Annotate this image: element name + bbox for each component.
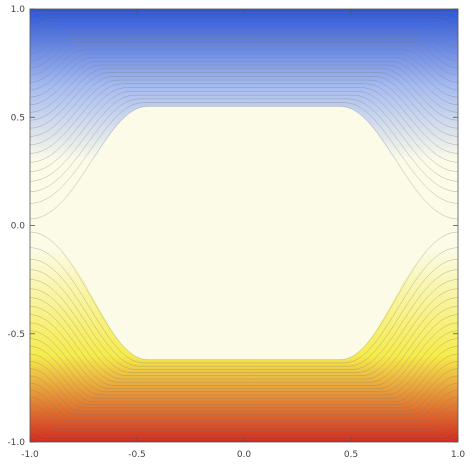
contour-line (30, 410, 458, 428)
contour-line (30, 382, 458, 415)
contour-line (30, 42, 458, 69)
contour-line (30, 322, 458, 389)
x-tick-label: -1.0 (21, 450, 39, 460)
center-plateau (30, 106, 458, 360)
contour-line (30, 87, 458, 163)
contour-line (30, 94, 458, 182)
contour-line (30, 389, 458, 418)
contour-line (30, 314, 458, 386)
contour-line (30, 424, 458, 434)
contour-line (30, 259, 458, 367)
contour-line (30, 396, 458, 421)
contour-line (30, 338, 458, 396)
y-tick-label: 1.0 (11, 5, 26, 15)
contour-line (30, 375, 458, 412)
contour-line (30, 403, 458, 425)
contour-line (30, 83, 458, 154)
x-tick-label: 1.0 (451, 450, 466, 460)
y-tick-label: -1.0 (7, 438, 25, 448)
contour-line (30, 106, 458, 220)
contour-line (30, 430, 458, 437)
y-tick-label: 0.0 (11, 222, 26, 232)
contour-line (30, 64, 458, 113)
contour-line (30, 346, 458, 399)
x-tick-label: 0.0 (237, 450, 252, 460)
y-tick-label: -0.5 (7, 330, 25, 340)
contour-line (30, 60, 458, 105)
contour-line (30, 98, 458, 192)
x-axis: -1.0 -0.5 0.0 0.5 1.0 (21, 9, 465, 460)
contour-line (30, 279, 458, 373)
contour-line (30, 368, 458, 409)
contour-line (30, 91, 458, 172)
contour-line (30, 45, 458, 76)
contour-line (30, 72, 458, 129)
contour-lines (30, 11, 458, 441)
contour-line (30, 306, 458, 383)
contour-line (30, 297, 458, 380)
contour-line (30, 19, 458, 27)
contour-line (30, 330, 458, 393)
contour-line (30, 49, 458, 83)
contour-line (30, 30, 458, 48)
contour-line (30, 417, 458, 431)
contour-line (30, 34, 458, 55)
contour-line (30, 288, 458, 377)
contour-line (30, 68, 458, 121)
y-tick-label: 0.5 (11, 113, 25, 123)
contour-line (30, 353, 458, 402)
contour-line (30, 79, 458, 145)
contour-line (30, 231, 458, 360)
x-tick-label: -0.5 (128, 450, 146, 460)
contour-line (30, 38, 458, 62)
contour-line (30, 76, 458, 137)
contour-line (30, 27, 458, 41)
contour-line (30, 15, 458, 21)
contour-line (30, 23, 458, 34)
contour-field (30, 9, 458, 442)
contour-line (30, 53, 458, 90)
contour-line (30, 57, 458, 98)
x-tick-label: 0.5 (344, 450, 358, 460)
y-axis: 1.0 0.5 0.0 -0.5 -1.0 (7, 5, 458, 448)
contour-line (30, 102, 458, 204)
contour-line (30, 361, 458, 405)
contour-line (30, 247, 458, 364)
contour-line (30, 269, 458, 370)
